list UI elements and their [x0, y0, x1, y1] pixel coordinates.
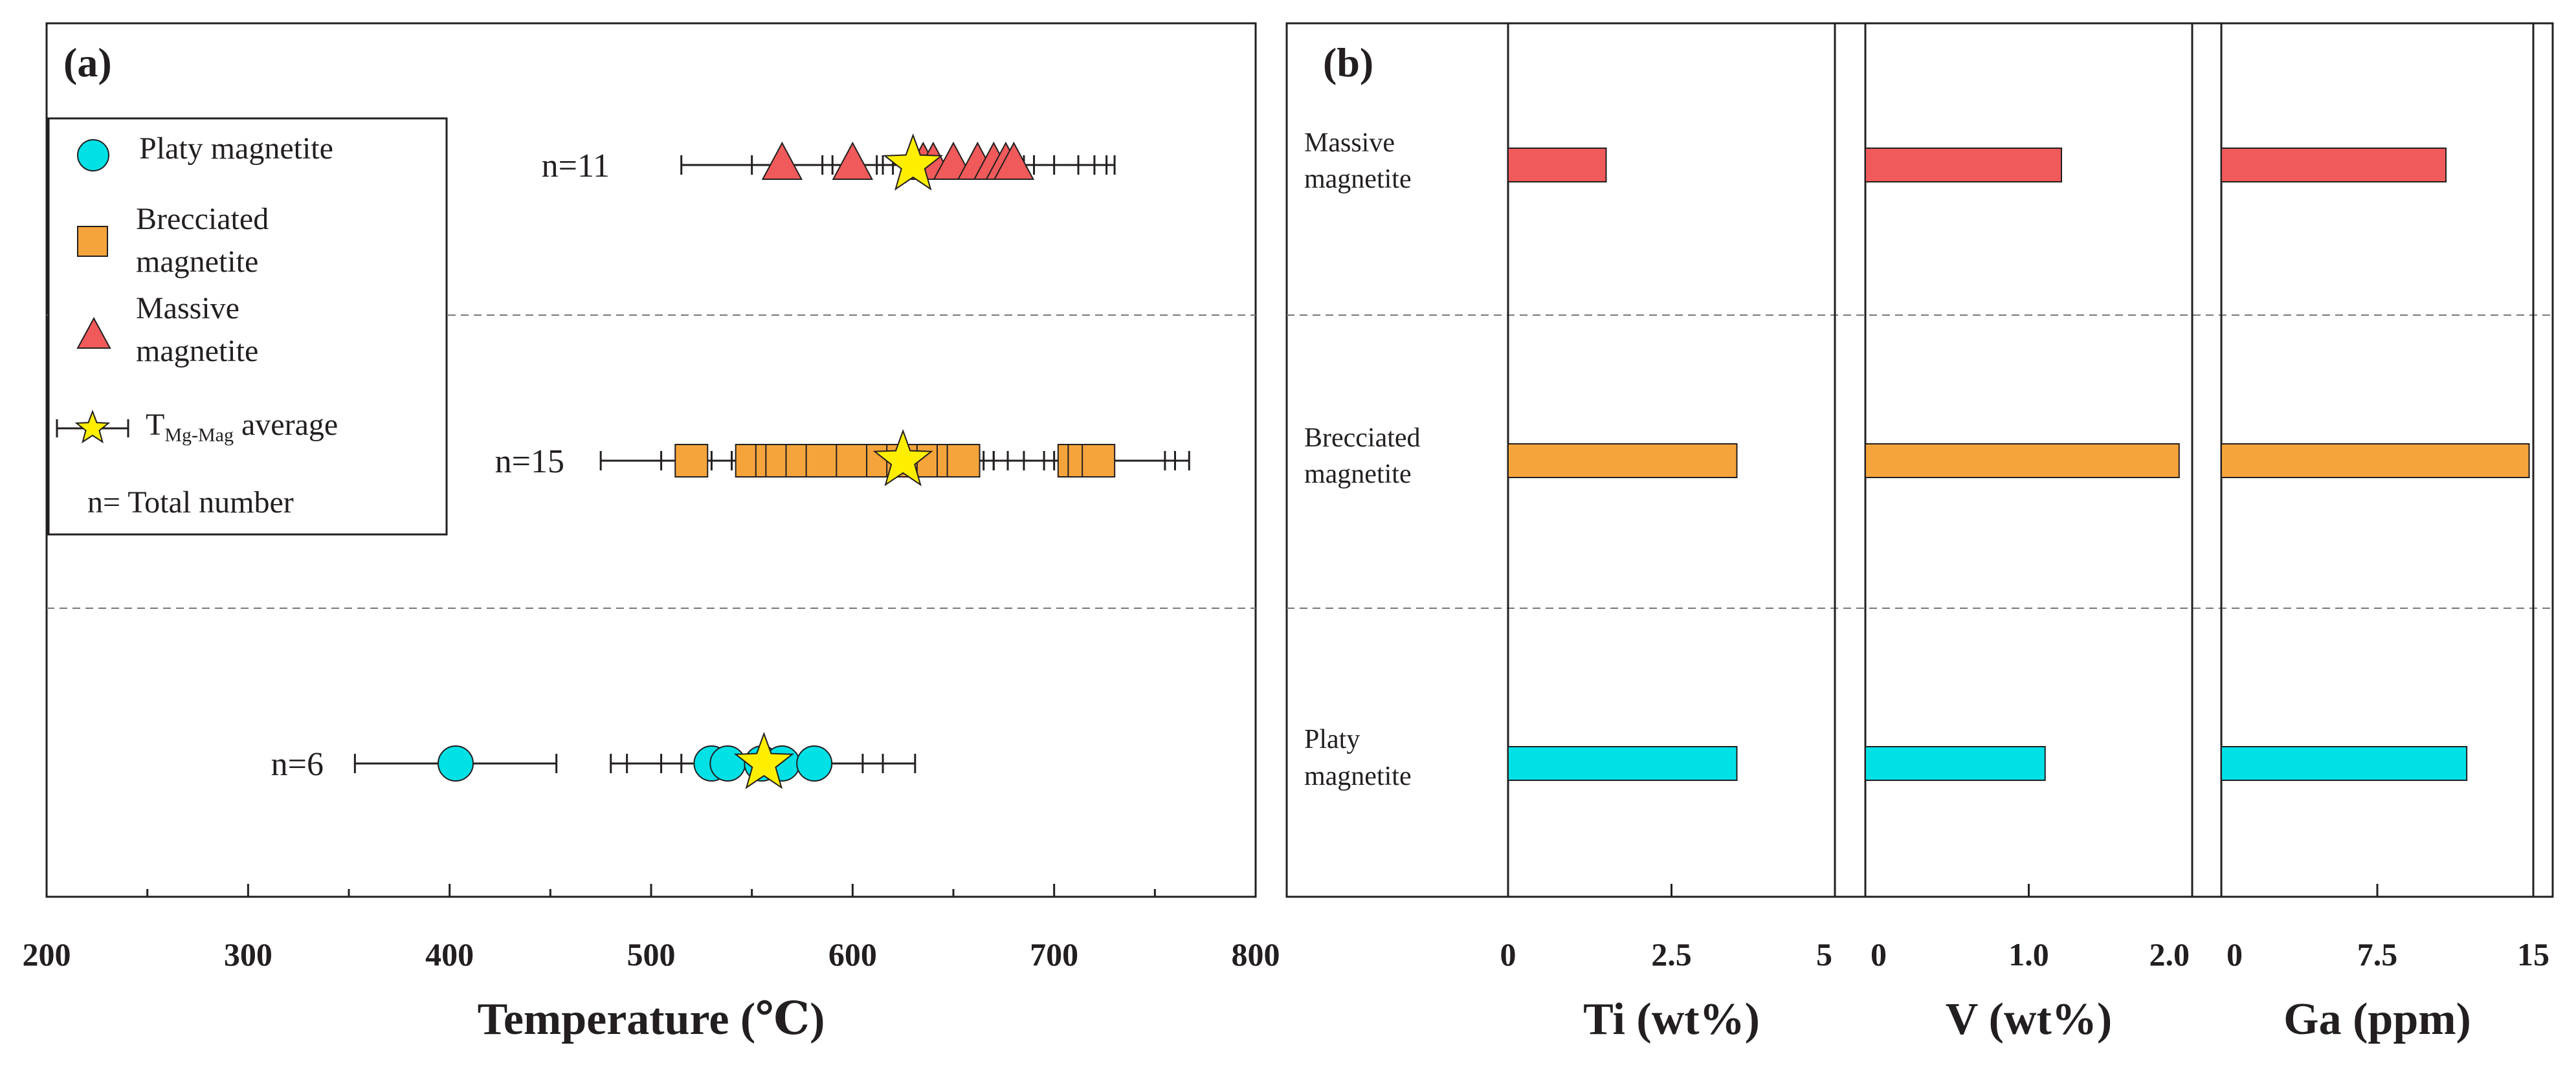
x-tick-label: 5: [1816, 936, 1832, 972]
x-tick-label: 600: [828, 936, 877, 972]
category-label: Platy: [1304, 725, 1360, 754]
x-axis-title: Ti (wt%): [1583, 994, 1760, 1044]
x-axis-title: V (wt%): [1946, 994, 2112, 1044]
n-label: n=15: [495, 443, 564, 480]
category-label: Massive: [1304, 128, 1395, 158]
panel-a-label: (a): [63, 39, 112, 85]
category-label: magnetite: [1304, 459, 1412, 489]
legend-brecciated-label-1: Brecciated: [136, 202, 269, 236]
data-point-triangle: [993, 141, 1035, 180]
panel-a-x-title: Temperature (℃): [478, 994, 825, 1044]
average-star: [733, 732, 794, 789]
bar: [1865, 443, 2180, 478]
data-point-circle: [709, 745, 746, 782]
legend-average-text: average: [241, 408, 338, 442]
panel-a-x-axis: 200 300 400 500 600 700 800: [23, 884, 1280, 972]
panel-a-plot: n=11 n=15 n=6: [271, 133, 1190, 789]
legend-total-label: n= Total number: [87, 485, 294, 520]
x-tick-label: 400: [425, 936, 474, 972]
bar: [1507, 746, 1738, 781]
bar: [2221, 746, 2468, 781]
legend-massive-label-2: magnetite: [136, 334, 258, 368]
data-point-square: [674, 444, 709, 478]
legend-brecciated-marker: [77, 226, 108, 257]
category-label: Brecciated: [1304, 423, 1421, 453]
average-star: [883, 133, 944, 191]
legend-brecciated-label-2: magnetite: [136, 245, 258, 279]
legend-average-subscript: Mg-Mag: [164, 424, 234, 446]
legend-massive-label-1: Massive: [136, 291, 239, 325]
n-label: n=11: [542, 148, 610, 184]
x-axis-title: Ga (ppm): [2283, 994, 2471, 1044]
bar: [1865, 148, 2062, 182]
x-tick-label: 0: [2226, 936, 2243, 972]
data-point-circle: [438, 745, 474, 782]
n-label: n=6: [271, 746, 324, 783]
data-point-square: [1082, 444, 1116, 478]
legend-average-marker: [74, 410, 111, 444]
x-tick-label: 15: [2517, 936, 2549, 972]
data-point-square: [946, 444, 981, 478]
bar: [1865, 746, 2046, 781]
x-tick-label: 0: [1500, 936, 1516, 972]
x-tick-label: 500: [627, 936, 676, 972]
data-point-square: [836, 444, 870, 478]
legend: Platy magnetite Brecciated magnetite Mas…: [47, 117, 448, 536]
legend-platy-marker: [77, 139, 109, 171]
data-point-triangle: [761, 141, 803, 180]
panel-b-plot: Massive magnetite Brecciated magnetite Platy…: [1304, 23, 2549, 1044]
x-tick-label: 200: [23, 936, 71, 972]
bar: [1507, 148, 1607, 182]
category-label: magnetite: [1304, 164, 1412, 194]
legend-box: [47, 117, 448, 536]
data-point-circle: [796, 745, 833, 782]
x-tick-label: 300: [224, 936, 272, 972]
legend-platy-label: Platy magnetite: [139, 131, 333, 166]
x-tick-label: 7.5: [2357, 936, 2398, 972]
x-tick-label: 0: [1871, 936, 1887, 972]
category-label: magnetite: [1304, 762, 1412, 791]
x-tick-label: 800: [1232, 936, 1280, 972]
bar: [2221, 148, 2447, 182]
legend-massive-marker: [76, 316, 111, 349]
panel-b-label: (b): [1323, 39, 1373, 85]
bar: [2221, 443, 2530, 478]
average-star: [872, 429, 933, 487]
x-tick-label: 2.0: [2149, 936, 2190, 972]
data-point-triangle: [832, 141, 874, 180]
legend-average-t: T: [146, 408, 164, 442]
x-tick-label: 2.5: [1651, 936, 1692, 972]
x-tick-label: 700: [1030, 936, 1078, 972]
x-tick-label: 1.0: [2008, 936, 2049, 972]
panel-b-frame: [1285, 22, 2554, 898]
legend-average-label: TMg-Mag average: [146, 408, 338, 446]
bar: [1507, 443, 1738, 478]
data-point-square: [805, 444, 839, 478]
